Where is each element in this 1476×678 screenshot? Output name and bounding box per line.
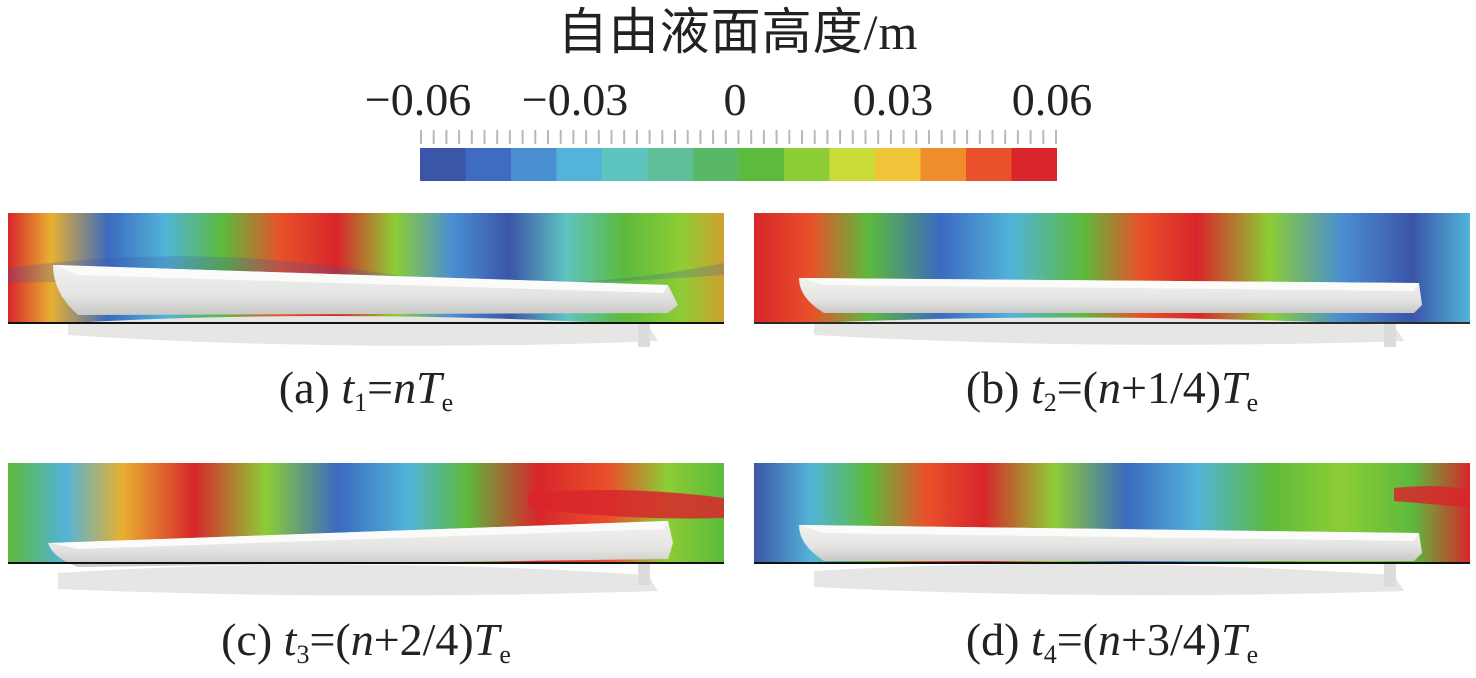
caption-a: (a) t1=nTe <box>279 360 453 416</box>
panel-b-image <box>754 213 1470 347</box>
caption-a-sub: 1 <box>354 388 368 417</box>
caption-a-Tsub: e <box>441 388 454 417</box>
colorbar-segment <box>556 148 603 181</box>
caption-d-n: n <box>1098 614 1121 665</box>
caption-b: (b) t2=(n+1/4)Te <box>966 360 1258 416</box>
caption-d: (d) t4=(n+3/4)Te <box>966 612 1258 668</box>
caption-a-label: (a) <box>278 362 342 413</box>
colorbar-segment <box>875 148 921 181</box>
caption-b-label: (b) <box>965 362 1031 413</box>
caption-d-Tsub: e <box>1246 640 1259 669</box>
colorbar-segment <box>829 148 876 181</box>
caption-d-T: T <box>1221 614 1247 665</box>
caption-d-mid: +3/4) <box>1121 614 1222 665</box>
caption-b-Tsub: e <box>1246 388 1259 417</box>
caption-b-n: n <box>1098 362 1121 413</box>
caption-c-Tsub: e <box>499 640 511 669</box>
caption-d-sub: 4 <box>1043 640 1057 669</box>
caption-c-var: t <box>283 614 297 665</box>
caption-d-var: t <box>1030 614 1044 665</box>
colorbar-segment <box>966 148 1012 181</box>
colorbar-segment <box>647 148 694 181</box>
caption-d-label: (d) <box>965 614 1031 665</box>
caption-b-T: T <box>1221 362 1247 413</box>
tick-label-zero: 0 <box>723 74 747 125</box>
tick-label-neg-mid: −0.03 <box>521 74 629 125</box>
caption-d-pre: =( <box>1056 614 1098 665</box>
tick-label-min: −0.06 <box>364 74 472 125</box>
tick-label-pos-mid: 0.03 <box>852 74 934 125</box>
panel-c-image <box>8 463 724 596</box>
colorbar-segment <box>511 148 557 181</box>
caption-c-n: n <box>350 614 374 665</box>
caption-c-pre: =( <box>309 614 351 665</box>
colorbar-segment <box>1011 148 1057 181</box>
caption-c-sub: 3 <box>296 640 310 669</box>
caption-b-var: t <box>1030 362 1044 413</box>
colorbar-segment <box>465 148 512 181</box>
panel-a-image <box>8 213 724 347</box>
caption-c-T: T <box>473 614 500 665</box>
colorbar-segment <box>602 148 648 181</box>
tick-label-max: 0.06 <box>1011 74 1093 125</box>
caption-b-sub: 2 <box>1043 388 1057 417</box>
caption-b-pre: =( <box>1056 362 1098 413</box>
colorbar-segment <box>420 148 466 181</box>
caption-b-mid: +1/4) <box>1121 362 1222 413</box>
caption-a-T: T <box>416 362 442 413</box>
caption-a-pre: = <box>367 362 394 413</box>
caption-c-mid: +2/4) <box>373 614 474 665</box>
colorbar-segment <box>784 148 830 181</box>
colorbar-segment <box>738 148 785 181</box>
panel-d-image <box>754 463 1470 596</box>
legend-title: 自由液面高度/m <box>557 4 919 60</box>
caption-c-label: (c) <box>221 614 284 665</box>
caption-a-n: n <box>393 362 417 413</box>
colorbar-segment <box>693 148 739 181</box>
caption-a-var: t <box>341 362 355 413</box>
caption-c: (c) t3=(n+2/4)Te <box>221 612 511 668</box>
colorbar <box>420 128 1057 183</box>
colorbar-segment <box>920 148 967 181</box>
